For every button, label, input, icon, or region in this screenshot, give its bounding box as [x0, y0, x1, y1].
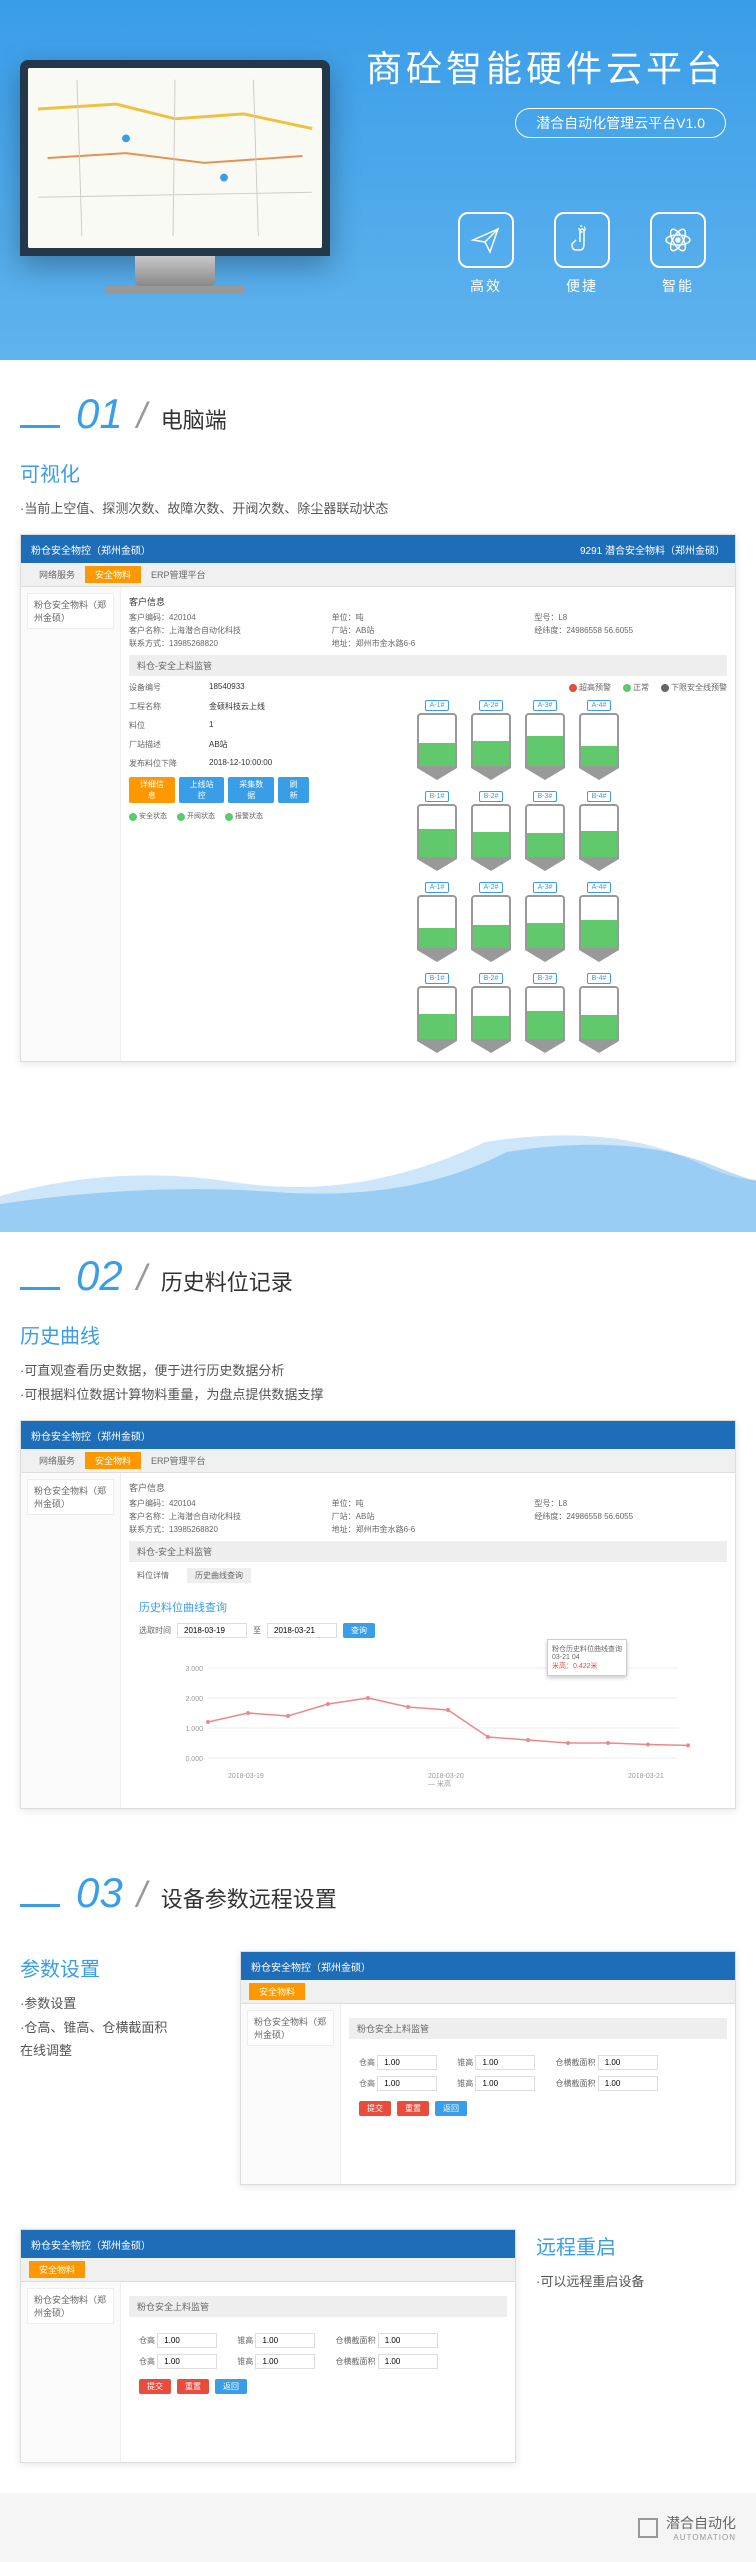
silo: A-3#: [520, 699, 570, 780]
wave-decoration: [0, 1112, 756, 1232]
section-number: 01: [76, 390, 123, 438]
param-input[interactable]: [475, 2076, 535, 2091]
svg-text:1.000: 1.000: [185, 1726, 203, 1733]
action-button[interactable]: 采集数据: [228, 777, 274, 803]
svg-text:2018-03-21: 2018-03-21: [628, 1773, 664, 1780]
silo: B-4#: [574, 790, 624, 871]
silo: B-2#: [466, 790, 516, 871]
silo: B-1#: [412, 790, 462, 871]
param-input[interactable]: [598, 2055, 658, 2070]
silo: A-1#: [412, 881, 462, 962]
tab-material[interactable]: 安全物料: [85, 566, 141, 583]
svg-text:2018-03-19: 2018-03-19: [228, 1773, 264, 1780]
sidebar: 粉仓安全物料（郑州金硕）: [21, 587, 121, 1061]
tab-bar: 网络服务 安全物料 ERP管理平台: [21, 563, 735, 587]
param-input[interactable]: [157, 2354, 217, 2369]
chart-title: 历史料位曲线查询: [139, 1599, 717, 1615]
silo: A-2#: [466, 881, 516, 962]
param-input[interactable]: [475, 2055, 535, 2070]
silo: B-3#: [520, 972, 570, 1053]
subtitle-history: 历史曲线: [20, 1320, 736, 1349]
param-button[interactable]: 提交: [139, 2379, 171, 2394]
screenshot-02: 粉仓安全物控（郑州金硕） 网络服务 安全物料 ERP管理平台 粉仓安全物料（郑州…: [20, 1420, 736, 1809]
hero-banner: 商砼智能硬件云平台 潜合自动化管理云平台V1.0 高效 便捷 智能: [0, 0, 756, 360]
param-input[interactable]: [255, 2354, 315, 2369]
action-button[interactable]: 上线站控: [179, 777, 225, 803]
silo: A-4#: [574, 699, 624, 780]
section-02: 02 / 历史料位记录 历史曲线 ·可直观查看历史数据，便于进行历史数据分析 ·…: [0, 1252, 756, 1839]
screenshot-03a: 粉仓安全物控（郑州金硕） 安全物料 粉仓安全物料（郑州金硕） 粉仓安全上料监管 …: [240, 1951, 736, 2185]
silo: A-2#: [466, 699, 516, 780]
silo: B-1#: [412, 972, 462, 1053]
param-button[interactable]: 重置: [177, 2379, 209, 2394]
param-input[interactable]: [378, 2333, 438, 2348]
atom-icon: [650, 212, 706, 268]
sidebar-item[interactable]: 粉仓安全物料（郑州金硕）: [27, 593, 114, 629]
svg-text:3.000: 3.000: [185, 1666, 203, 1673]
param-input[interactable]: [378, 2354, 438, 2369]
silo: B-2#: [466, 972, 516, 1053]
date-to[interactable]: [267, 1623, 337, 1638]
param-input[interactable]: [255, 2333, 315, 2348]
history-chart: 3.000 2.000 1.000 0.000 2018-03-19 2018-03-20…: [139, 1648, 717, 1788]
subtitle-params: 参数设置: [20, 1953, 220, 1982]
subtitle-restart: 远程重启: [536, 2231, 736, 2260]
action-button[interactable]: 详细信息: [129, 777, 175, 803]
param-input[interactable]: [377, 2055, 437, 2070]
date-from[interactable]: [177, 1623, 247, 1638]
plane-icon: [458, 212, 514, 268]
param-button[interactable]: 重置: [397, 2101, 429, 2116]
query-button[interactable]: 查询: [343, 1623, 375, 1638]
screenshot-03b: 粉仓安全物控（郑州金硕） 安全物料 粉仓安全物料（郑州金硕） 粉仓安全上料监管 …: [20, 2229, 516, 2463]
hand-icon: [554, 212, 610, 268]
svg-text:— 米高: — 米高: [428, 1779, 451, 1788]
param-button[interactable]: 返回: [215, 2379, 247, 2394]
silo: A-3#: [520, 881, 570, 962]
section-03: 03 / 设备参数远程设置 参数设置 ·参数设置 ·仓高、锥高、仓横截面积 在线…: [0, 1839, 756, 2493]
desc-text: ·当前上空值、探测次数、故障次数、开阀次数、除尘器联动状态: [20, 497, 736, 520]
subtitle-visualization: 可视化: [20, 458, 736, 487]
hero-subtitle: 潜合自动化管理云平台V1.0: [515, 108, 726, 138]
silo: B-4#: [574, 972, 624, 1053]
section-01: 01 / 电脑端 可视化 ·当前上空值、探测次数、故障次数、开阀次数、除尘器联动…: [0, 360, 756, 1092]
tab-erp[interactable]: ERP管理平台: [141, 566, 216, 583]
param-input[interactable]: [377, 2076, 437, 2091]
svg-text:0.000: 0.000: [185, 1756, 203, 1763]
silo: B-3#: [520, 790, 570, 871]
app-header: 粉仓安全物控（郑州金硕）: [31, 542, 151, 557]
screenshot-01: 粉仓安全物控（郑州金硕） 9291 潜合安全物料（郑州金硕） 网络服务 安全物料…: [20, 534, 736, 1062]
tab-network[interactable]: 网络服务: [29, 566, 85, 583]
feature-efficient: 高效: [458, 212, 514, 296]
chart-tooltip: 粉仓历史料位曲线查询 03-21 04 米高：0.422米: [547, 1639, 627, 1676]
panel-title: 料仓-安全上料监管: [129, 655, 727, 676]
feature-convenient: 便捷: [554, 212, 610, 296]
monitor-mockup: [20, 60, 330, 294]
map-thumbnail: [28, 68, 322, 248]
action-button[interactable]: 刷新: [278, 777, 309, 803]
param-input[interactable]: [157, 2333, 217, 2348]
silo: A-1#: [412, 699, 462, 780]
param-button[interactable]: 提交: [359, 2101, 391, 2116]
silo: A-4#: [574, 881, 624, 962]
svg-text:2018-03-20: 2018-03-20: [428, 1773, 464, 1780]
param-button[interactable]: 返回: [435, 2101, 467, 2116]
section-title: 电脑端: [161, 403, 227, 435]
footer: 潜合自动化 AUTOMATION: [0, 2493, 756, 2562]
logo-icon: [638, 2518, 658, 2538]
param-input[interactable]: [598, 2076, 658, 2091]
svg-text:2.000: 2.000: [185, 1696, 203, 1703]
feature-smart: 智能: [650, 212, 706, 296]
